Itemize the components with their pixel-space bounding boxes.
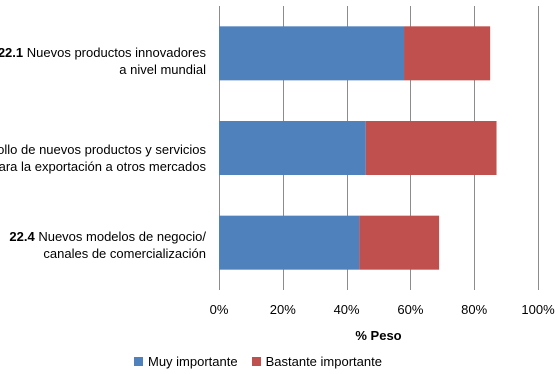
legend-item-muy-importante: Muy importante	[134, 354, 238, 369]
category-line1-3: Nuevos modelos de negocio/	[38, 229, 206, 244]
legend-label-2: Bastante importante	[265, 354, 382, 369]
x-axis-title: % Peso	[355, 328, 401, 343]
x-tick-label-0: 0%	[210, 302, 229, 317]
bar-2-series-2	[365, 121, 497, 175]
category-line2-1: a nivel mundial	[119, 62, 206, 77]
category-line1-1: Nuevos productos innovadores	[26, 45, 206, 60]
chart-legend: Muy importante Bastante importante	[134, 354, 382, 369]
x-tick-label-1: 20%	[270, 302, 296, 317]
bar-1-series-1	[219, 26, 405, 81]
x-tick-label-4: 80%	[461, 302, 487, 317]
bar-3-series-2	[359, 215, 440, 270]
category-label-1: 22.1 Nuevos productos innovadores a nive…	[0, 44, 206, 78]
category-label-3: 22.4 Nuevos modelos de negocio/ canales …	[9, 228, 206, 262]
legend-label-1: Muy importante	[148, 354, 238, 369]
x-tick-label-2: 40%	[334, 302, 360, 317]
category-line1-2: arrollo de nuevos productos y servicios	[0, 142, 206, 157]
bar-2-series-1	[219, 121, 366, 175]
legend-swatch-blue	[134, 357, 143, 366]
bar-1-series-2	[404, 26, 491, 81]
legend-item-bastante-importante: Bastante importante	[251, 354, 382, 369]
category-code-3: 22.4	[9, 229, 35, 244]
category-line2-2: para la exportación a otros mercados	[0, 159, 206, 174]
category-line2-3: canales de comercialización	[43, 246, 206, 261]
legend-swatch-red	[251, 357, 261, 366]
x-tick-label-3: 60%	[397, 302, 423, 317]
category-code-1: 22.1	[0, 45, 24, 60]
category-label-2: arrollo de nuevos productos y servicios …	[0, 141, 206, 175]
bar-3-series-1	[219, 215, 360, 270]
x-tick-label-5: 100%	[521, 302, 555, 317]
